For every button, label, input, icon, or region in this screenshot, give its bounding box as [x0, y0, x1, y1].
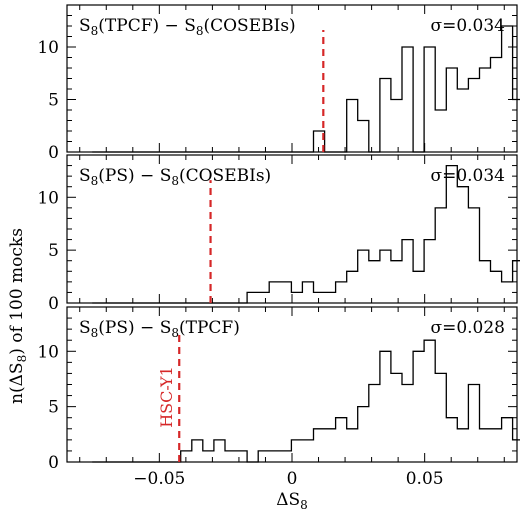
- title-part: (TPCF): [179, 318, 240, 338]
- y-tick-label: 5: [48, 241, 59, 261]
- title-subscript: 8: [91, 174, 99, 188]
- x-label-sub: 8: [300, 498, 308, 512]
- title-part: (PS) − S: [98, 318, 171, 338]
- y-tick-label: 5: [48, 398, 59, 418]
- y-label-sub: 8: [15, 355, 29, 363]
- title-subscript: 8: [196, 24, 204, 38]
- y-tick-label: 0: [48, 143, 59, 163]
- y-tick-label: 10: [37, 38, 59, 58]
- y-tick-label: 0: [48, 294, 59, 314]
- panel-title: S8(TPCF) − S8(COSEBIs): [79, 16, 296, 38]
- x-tick-label: −0.05: [133, 469, 185, 489]
- title-subscript: 8: [91, 24, 99, 38]
- title-subscript: 8: [171, 174, 179, 188]
- title-part: S: [79, 318, 91, 338]
- y-tick-label: 10: [37, 342, 59, 362]
- sigma-label: σ=0.034: [430, 166, 505, 186]
- y-label-pre: n(ΔS: [7, 362, 27, 404]
- title-part: (COSEBIs): [203, 16, 295, 36]
- histogram-series: [92, 25, 520, 153]
- histogram-series: [92, 339, 520, 463]
- y-tick-label: 10: [37, 188, 59, 208]
- marker-label: HSC-Y1: [157, 366, 176, 428]
- x-axis-label: ΔS8: [276, 490, 308, 512]
- title-subscript: 8: [91, 326, 99, 340]
- title-part: S: [79, 16, 91, 36]
- x-tick-label: 0: [287, 469, 298, 489]
- y-label-post: ) of 100 mocks: [7, 228, 27, 355]
- sigma-label: σ=0.034: [430, 16, 505, 36]
- y-tick-label: 5: [48, 91, 59, 111]
- x-tick-label: 0.05: [406, 469, 444, 489]
- title-part: (COSEBIs): [179, 166, 271, 186]
- y-axis-label: n(ΔS8) of 100 mocks: [7, 228, 29, 404]
- title-part: (TPCF) − S: [98, 16, 196, 36]
- title-part: S: [79, 166, 91, 186]
- y-tick-label: 0: [48, 453, 59, 473]
- panel-title: S8(PS) − S8(TPCF): [79, 318, 240, 340]
- histogram-series: [92, 164, 520, 304]
- panel-title: S8(PS) − S8(COSEBIs): [79, 166, 271, 188]
- x-label-main: ΔS: [276, 490, 300, 510]
- title-subscript: 8: [171, 326, 179, 340]
- title-part: (PS) − S: [98, 166, 171, 186]
- sigma-label: σ=0.028: [430, 318, 505, 338]
